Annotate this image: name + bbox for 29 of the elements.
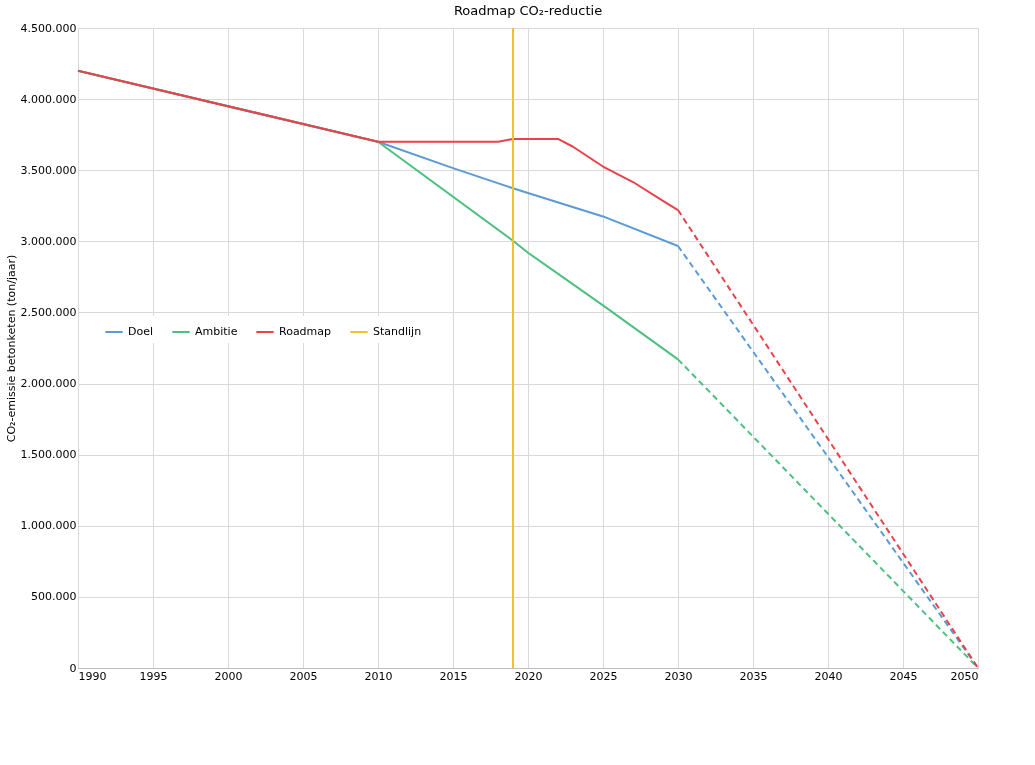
y-tick-label: 3.500.000 bbox=[20, 163, 77, 177]
x-tick-label: 2030 bbox=[664, 669, 693, 683]
x-tick-label: 2010 bbox=[364, 669, 393, 683]
y-tick-label: 2.000.000 bbox=[20, 377, 77, 391]
y-tick-label: 500.000 bbox=[31, 590, 77, 604]
x-tick-label: 2040 bbox=[814, 669, 843, 683]
x-tick-label: 2000 bbox=[214, 669, 243, 683]
y-tick-label: 3.000.000 bbox=[20, 234, 77, 248]
x-tick-label: 1995 bbox=[139, 669, 168, 683]
x-tick-label: 2045 bbox=[889, 669, 918, 683]
x-tick-label: 2050 bbox=[950, 669, 979, 683]
x-tick-label: 2035 bbox=[739, 669, 768, 683]
x-tick-label: 2005 bbox=[289, 669, 318, 683]
y-tick-label: 1.500.000 bbox=[20, 448, 77, 462]
x-tick-label: 2015 bbox=[439, 669, 468, 683]
x-tick-label: 2025 bbox=[589, 669, 618, 683]
y-tick-label: 0 bbox=[69, 661, 77, 675]
y-tick-label: 4.000.000 bbox=[20, 92, 77, 106]
legend-label: Standlijn bbox=[373, 325, 422, 338]
y-axis-title: CO₂-emissie betonketen (ton/jaar) bbox=[4, 254, 18, 443]
legend-label: Ambitie bbox=[195, 325, 238, 338]
y-tick-label: 1.000.000 bbox=[20, 519, 77, 533]
chart-title: Roadmap CO₂-reductie bbox=[453, 3, 603, 18]
y-tick-label: 2.500.000 bbox=[20, 305, 77, 319]
y-tick-label: 4.500.000 bbox=[20, 21, 77, 35]
legend-label: Doel bbox=[128, 325, 154, 338]
legend-label: Roadmap bbox=[279, 325, 332, 338]
x-tick-label: 1990 bbox=[78, 669, 107, 683]
x-tick-label: 2020 bbox=[514, 669, 543, 683]
